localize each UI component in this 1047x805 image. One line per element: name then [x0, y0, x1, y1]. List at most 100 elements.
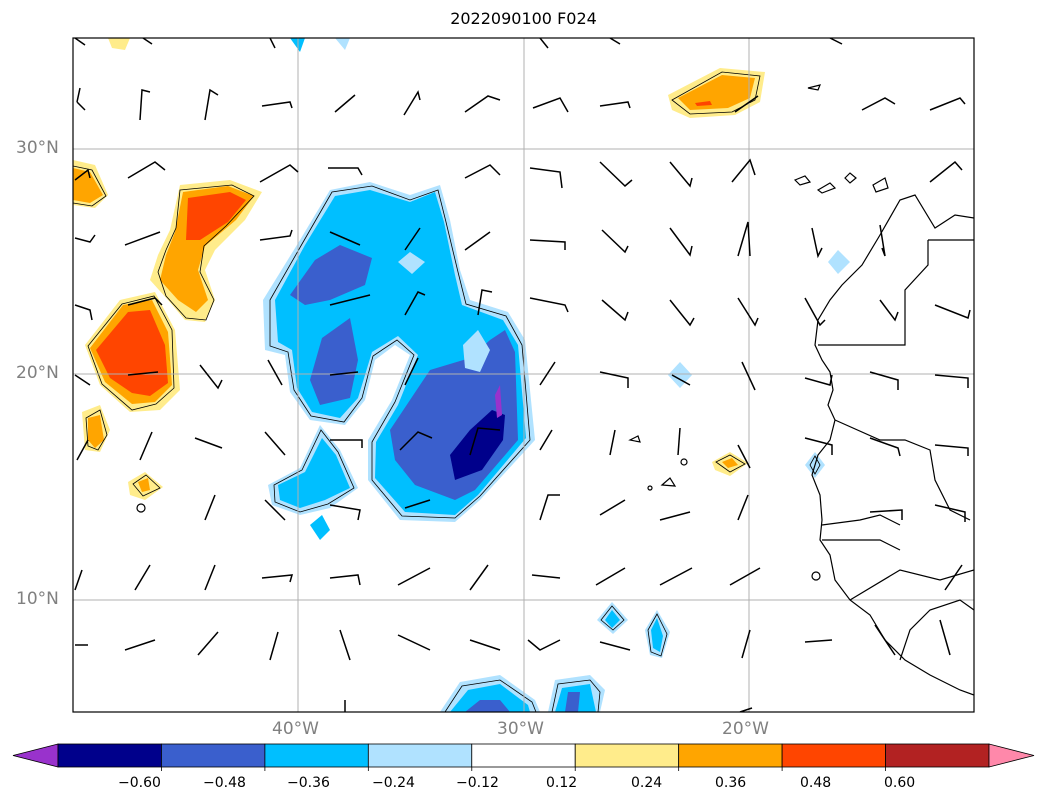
wind-barb	[74, 234, 96, 243]
wind-barb	[404, 227, 421, 251]
wind-barbs	[74, 38, 971, 712]
lat-label-20n: 20°N	[16, 363, 59, 383]
wind-barb	[261, 101, 293, 109]
colorbar-tick: −0.12	[456, 775, 499, 791]
island	[136, 503, 146, 513]
wind-barb	[127, 371, 159, 376]
wind-barb	[532, 97, 569, 113]
wind-barb	[464, 231, 491, 251]
contour-line	[444, 679, 537, 712]
wind-barb	[539, 38, 549, 49]
colorbar-tick: 0.36	[715, 775, 747, 791]
border	[818, 239, 974, 346]
border	[899, 599, 974, 661]
negative-region	[463, 330, 490, 372]
island	[816, 182, 837, 194]
wind-barb	[329, 294, 371, 306]
wind-barb	[529, 297, 569, 313]
wind-barb	[804, 437, 833, 455]
wind-barb	[737, 221, 751, 257]
wind-barb	[879, 299, 899, 322]
negative-region	[828, 250, 850, 274]
island	[628, 435, 641, 443]
wind-barb	[74, 38, 86, 46]
wind-barb	[329, 574, 361, 586]
wind-barb	[259, 164, 299, 183]
negative-region	[668, 362, 692, 388]
wind-barb	[609, 429, 616, 456]
wind-barb	[804, 639, 833, 643]
lon-label-30w: 30°W	[497, 719, 544, 739]
wind-barb	[328, 167, 363, 176]
wind-barb	[804, 374, 833, 386]
contour-lines	[73, 71, 821, 712]
wind-barb	[124, 231, 161, 246]
wind-barb	[269, 38, 276, 49]
positive-region	[678, 75, 755, 110]
wind-barb	[404, 357, 419, 386]
wind-barb	[934, 444, 969, 456]
wind-barb	[124, 639, 156, 651]
contour-line	[600, 605, 625, 631]
wind-barb	[329, 504, 361, 521]
wind-barb	[397, 634, 431, 651]
island	[844, 172, 857, 184]
wind-barb	[261, 574, 294, 583]
wind-barb	[929, 160, 963, 183]
wind-barb	[869, 437, 901, 457]
island	[680, 458, 688, 466]
wind-barb	[599, 161, 633, 188]
lon-label-20w: 20°W	[722, 719, 769, 739]
positive-region	[695, 101, 712, 106]
island	[660, 477, 677, 487]
wind-barb	[599, 641, 631, 651]
colorbar-tick: 0.12	[546, 775, 578, 791]
colorbar-tick: 0.60	[884, 775, 916, 791]
wind-barb	[404, 291, 426, 316]
colorbar-extend-min	[12, 743, 59, 768]
wind-barb	[739, 707, 753, 712]
wind-barb	[469, 427, 501, 456]
border	[834, 419, 971, 521]
wind-barb	[677, 427, 681, 456]
wind-barb	[264, 499, 286, 521]
wind-barb	[127, 297, 163, 306]
wind-barb	[139, 89, 151, 121]
contour-line	[269, 185, 531, 519]
wind-barb	[804, 297, 826, 327]
wind-barb	[527, 639, 561, 651]
colorbar-segment	[367, 743, 473, 768]
contour-line	[671, 71, 761, 115]
negative-region	[651, 618, 663, 652]
wind-barb	[74, 304, 93, 321]
map-title: 2022090100 F024	[450, 9, 597, 28]
negative-region	[398, 252, 425, 274]
wind-barb	[204, 494, 216, 521]
island	[807, 84, 821, 91]
colorbar-segment	[161, 743, 266, 768]
contour-line	[273, 429, 355, 513]
wind-barb	[669, 161, 693, 188]
wind-barb	[659, 511, 691, 521]
negative-region	[278, 438, 350, 508]
colorbar-segment	[264, 743, 369, 768]
colorbar-tick: −0.36	[287, 775, 330, 791]
wind-barb	[464, 95, 501, 113]
wind-barb	[934, 374, 969, 388]
wind-barb	[74, 569, 83, 591]
wind-barb	[334, 94, 356, 113]
coastlines	[136, 84, 974, 696]
wind-barb	[811, 227, 823, 259]
contour-line	[73, 165, 107, 207]
wind-barb	[609, 38, 621, 45]
wind-barb	[934, 304, 971, 320]
positive-region	[722, 458, 738, 468]
negative-region	[565, 692, 580, 712]
contour-line	[157, 184, 255, 321]
wind-barb	[139, 431, 153, 461]
wind-barb	[659, 567, 693, 586]
negative-region	[605, 610, 620, 628]
colorbar	[12, 743, 1035, 771]
wind-barb	[469, 639, 501, 651]
island	[793, 175, 812, 186]
